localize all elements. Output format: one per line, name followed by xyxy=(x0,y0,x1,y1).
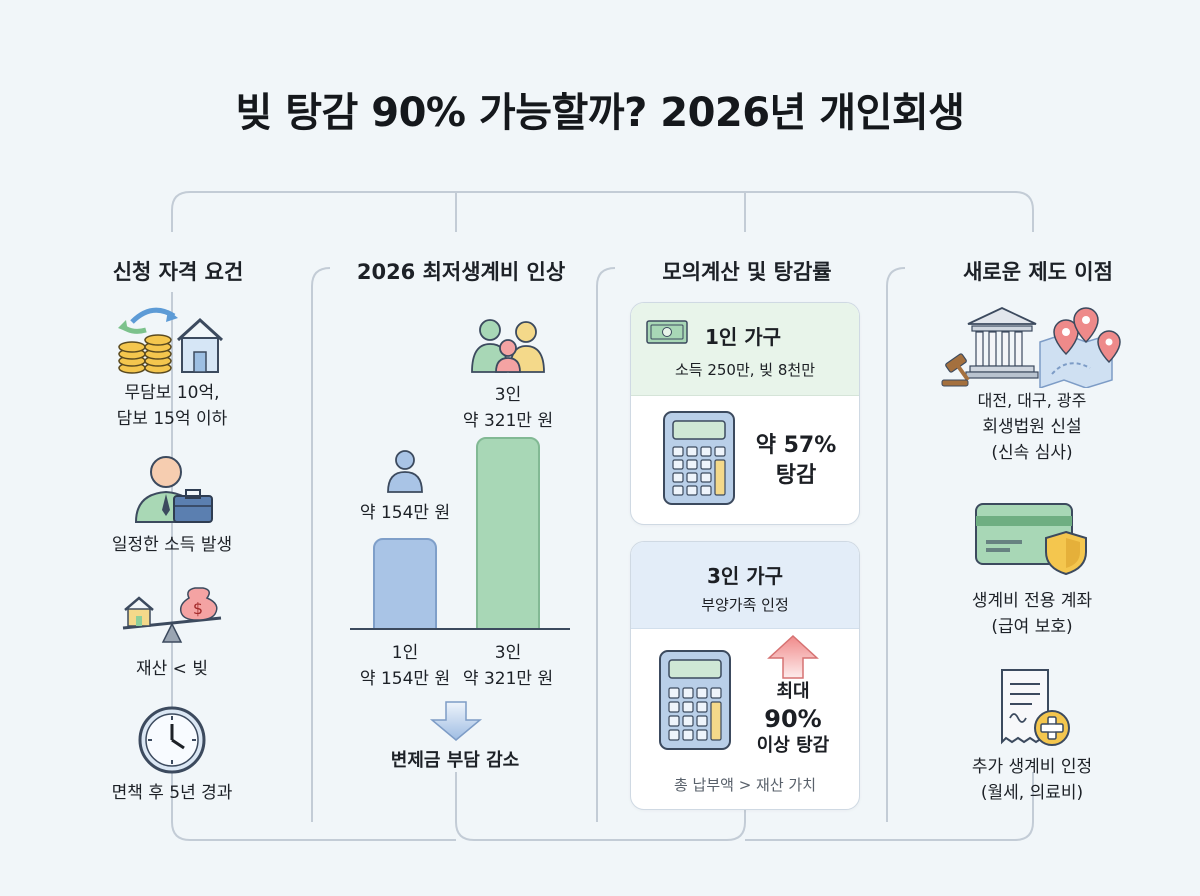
svg-text:$: $ xyxy=(193,599,203,618)
three-household-subtitle: 부양가족 인정 xyxy=(701,596,789,614)
benefits-title: 새로운 제도 이점 xyxy=(932,256,1144,286)
calculator-icon xyxy=(661,409,737,507)
coins-house-icon xyxy=(112,300,232,380)
dedicated-account-label: 생계비 전용 계좌 xyxy=(971,591,1093,611)
single-household-subtitle: 소득 250만, 빚 8천만 xyxy=(674,361,816,379)
receipt-plus-icon xyxy=(992,666,1072,750)
eligibility-debt-limit-line2: 담보 15억 이하 xyxy=(116,409,228,429)
living-cost-conclusion: 변제금 부담 감소 xyxy=(390,750,520,771)
eligibility-debt-limit-line1: 무담보 10억, xyxy=(124,383,220,403)
single-household-rate-suffix: 탕감 xyxy=(775,463,817,488)
three-household-max-label: 최대 xyxy=(776,681,810,702)
eligibility-income: 일정한 소득 발생 xyxy=(111,535,233,555)
new-courts-cities: 대전, 대구, 광주 xyxy=(977,391,1087,410)
single-household-card: 1인 가구 소득 250만, 빚 8천만 약 57% 탕감 xyxy=(630,302,860,525)
arrow-down-icon xyxy=(426,700,486,742)
bar-3-person xyxy=(476,437,540,630)
x-label-1-value: 약 154만 원 xyxy=(359,669,451,689)
three-household-rate-suffix: 이상 탕감 xyxy=(756,735,830,756)
eligibility-title: 신청 자격 요건 xyxy=(84,256,272,286)
extra-living-cost-label: 추가 생계비 인정 xyxy=(971,757,1093,777)
family-icon xyxy=(468,316,548,374)
extra-living-cost-note: (월세, 의료비) xyxy=(980,783,1084,803)
cash-icon xyxy=(645,317,691,347)
eligibility-assets-vs-debt: 재산 < 빚 xyxy=(136,659,208,679)
chart-baseline xyxy=(350,628,570,630)
arrow-up-icon xyxy=(765,634,821,680)
bar-3-top-value: 약 321만 원 xyxy=(462,411,554,431)
new-courts-note: (신속 심사) xyxy=(991,443,1073,463)
single-household-title: 1인 가구 xyxy=(705,325,782,349)
three-household-card: 3인 가구 부양가족 인정 최대 90% 이상 탕 xyxy=(630,541,860,810)
simulation-title: 모의계산 및 탕감률 xyxy=(628,256,866,286)
three-household-rate: 90% xyxy=(764,705,822,733)
x-label-1-category: 1인 xyxy=(391,643,419,663)
x-label-3-value: 약 321만 원 xyxy=(462,669,554,689)
worker-briefcase-icon xyxy=(122,452,222,524)
bar-3-top-category: 3인 xyxy=(494,385,522,405)
three-household-footer: 총 납부액 > 재산 가치 xyxy=(673,776,817,794)
three-household-title: 3인 가구 xyxy=(706,564,784,588)
clock-icon xyxy=(132,704,212,776)
bar-1-person xyxy=(373,538,437,630)
card-shield-icon xyxy=(970,498,1094,576)
single-person-icon xyxy=(380,448,430,494)
bar-1-top-value: 약 154만 원 xyxy=(359,503,451,523)
living-cost-bar-chart xyxy=(350,426,570,630)
balance-scale-icon: $ xyxy=(117,582,227,646)
eligibility-five-years: 면책 후 5년 경과 xyxy=(111,783,233,803)
calculator-icon-large xyxy=(657,648,733,752)
new-courts-label: 회생법원 신설 xyxy=(982,417,1082,437)
dedicated-account-note: (급여 보호) xyxy=(991,617,1073,637)
living-cost-title: 2026 최저생계비 인상 xyxy=(330,256,592,286)
court-map-icon xyxy=(940,302,1124,388)
single-household-rate: 약 57% xyxy=(755,433,837,458)
page-title: 빚 탕감 90% 가능할까? 2026년 개인회생 xyxy=(235,90,965,136)
x-label-3-category: 3인 xyxy=(494,643,522,663)
